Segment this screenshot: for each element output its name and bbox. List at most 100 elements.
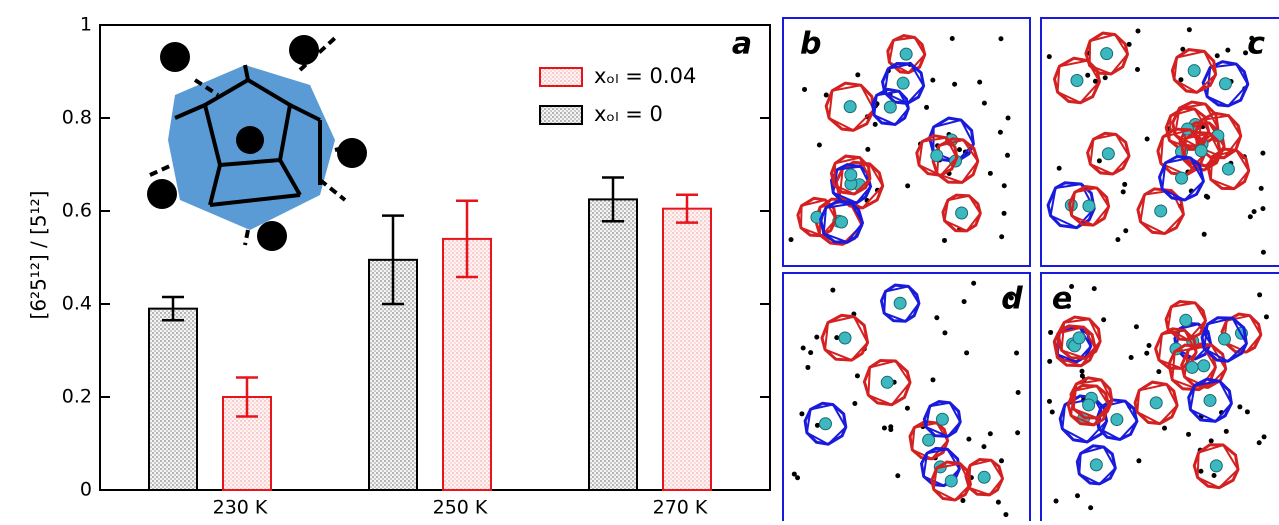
water-dot (977, 79, 983, 85)
water-dot (1223, 428, 1229, 434)
water-dot (1244, 409, 1250, 415)
water-dot (1214, 53, 1220, 59)
guest (1082, 398, 1096, 412)
water-dot (1001, 210, 1007, 216)
cage-inner (1161, 156, 1205, 202)
y-tick-label: 0 (80, 479, 92, 501)
water-dot (964, 350, 970, 356)
cage-inner (838, 162, 884, 210)
cage-inner (1189, 379, 1233, 423)
cage (880, 61, 926, 105)
cage (819, 199, 865, 244)
cage (1075, 444, 1117, 486)
water-dot (788, 237, 794, 243)
water-dot (1102, 75, 1108, 81)
water-dot (1260, 206, 1266, 212)
water-dot (1186, 431, 1192, 437)
guest (1203, 393, 1217, 407)
cage-inner (1070, 186, 1110, 227)
y-tick-label: 0.2 (62, 386, 92, 408)
water-dot (881, 425, 887, 431)
cage (1058, 394, 1109, 444)
cage-inner (1203, 316, 1248, 363)
plot-frame (99, 24, 771, 491)
bar (442, 237, 492, 491)
water-dot (998, 36, 1004, 42)
water-dot (791, 471, 797, 477)
guest (1072, 331, 1086, 345)
guest (1082, 199, 1096, 213)
guest (1089, 458, 1103, 472)
cage (824, 81, 876, 132)
y-tick-label: 0.4 (62, 293, 92, 315)
error-bar (236, 376, 258, 418)
water-dot (1144, 350, 1150, 356)
water-dot (1015, 430, 1021, 436)
water-dot (1120, 189, 1126, 195)
water-dot (814, 422, 820, 428)
error-bar (382, 214, 404, 306)
x-tick-label: 270 K (653, 497, 708, 519)
error-bar (676, 193, 698, 224)
water-dot (1133, 324, 1139, 330)
cage (862, 358, 912, 407)
cage-inner (1072, 378, 1114, 420)
water-dot (1122, 181, 1128, 187)
y-axis-label: [6²5¹²] / [5¹²] (27, 191, 51, 320)
guest (1179, 313, 1193, 327)
panel-label: a (732, 27, 752, 62)
panel-label: d (1001, 282, 1023, 317)
water-dot (1085, 72, 1091, 78)
bar (588, 198, 638, 491)
guest (893, 296, 907, 310)
y-tick-label: 1 (80, 14, 92, 36)
water-dot (1079, 373, 1085, 379)
water-dot (1047, 358, 1053, 364)
water-dot (1048, 329, 1054, 335)
water-dot (816, 142, 822, 148)
cage-inner (824, 315, 869, 362)
water-dot (1263, 314, 1269, 320)
water-dot (905, 183, 911, 189)
panel-label: b (800, 27, 821, 62)
water-dot (888, 424, 894, 430)
cage-inner (805, 403, 848, 446)
cage-inner (867, 359, 912, 406)
water-dot (1225, 47, 1231, 53)
water-dot (855, 72, 861, 78)
water-dot (941, 237, 947, 243)
water-dot (1249, 35, 1255, 41)
water-dot (872, 121, 878, 127)
water-dot (830, 287, 836, 293)
water-dot (1136, 458, 1142, 464)
water-dot (1101, 317, 1107, 323)
guest (1218, 77, 1232, 91)
cage (1136, 187, 1185, 236)
water-dot (942, 330, 948, 336)
water-dot (895, 473, 901, 479)
cage-inner (883, 62, 925, 105)
legend-swatch (539, 67, 583, 87)
water-dot (1056, 165, 1062, 171)
cage-inner (918, 136, 959, 177)
water-dot (1001, 183, 1007, 189)
cage-inner (1088, 33, 1129, 76)
water-dot (1135, 28, 1141, 34)
cage-inner (1157, 329, 1198, 370)
cage-inner (822, 202, 864, 244)
cage (1133, 380, 1179, 426)
error-bar (602, 176, 624, 223)
water-dot (934, 315, 940, 321)
water-dot (1156, 369, 1162, 375)
cage-inner (1168, 107, 1210, 151)
cage (820, 313, 870, 362)
guest (883, 100, 897, 114)
cage (1084, 31, 1130, 76)
guest (1070, 73, 1084, 87)
cage (931, 137, 980, 184)
cage-inner (833, 156, 872, 196)
water-dot (1079, 368, 1085, 374)
cage (1052, 324, 1097, 368)
cage (1201, 60, 1250, 108)
error-bar (456, 199, 478, 279)
